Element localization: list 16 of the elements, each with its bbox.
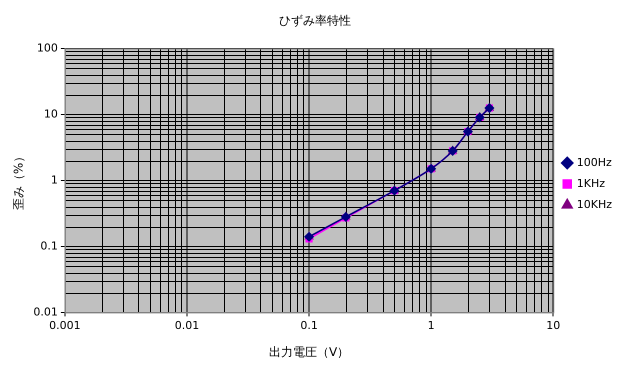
x-tick-label: 0.001 [49,318,81,332]
y-tick-label: 1 [50,173,58,186]
x-tick-label: 1 [428,318,435,332]
legend-label: 10KHz [576,198,612,211]
y-tick-label: 10 [44,107,58,120]
y-tick-label: 0.1 [40,239,58,252]
x-axis-title: 出力電圧（V） [268,344,350,359]
x-tick-label: 10 [546,318,560,332]
y-tick-label: 0.01 [33,305,58,318]
legend-label: 100Hz [576,156,612,169]
y-axis-title: 歪み（%） [11,150,26,210]
x-tick-label: 0.01 [174,318,200,332]
legend-label: 1KHz [576,176,606,190]
y-tick-label: 100 [36,41,58,54]
x-tick-label: 0.1 [300,318,318,332]
chart-title: ひずみ率特性 [279,13,351,28]
